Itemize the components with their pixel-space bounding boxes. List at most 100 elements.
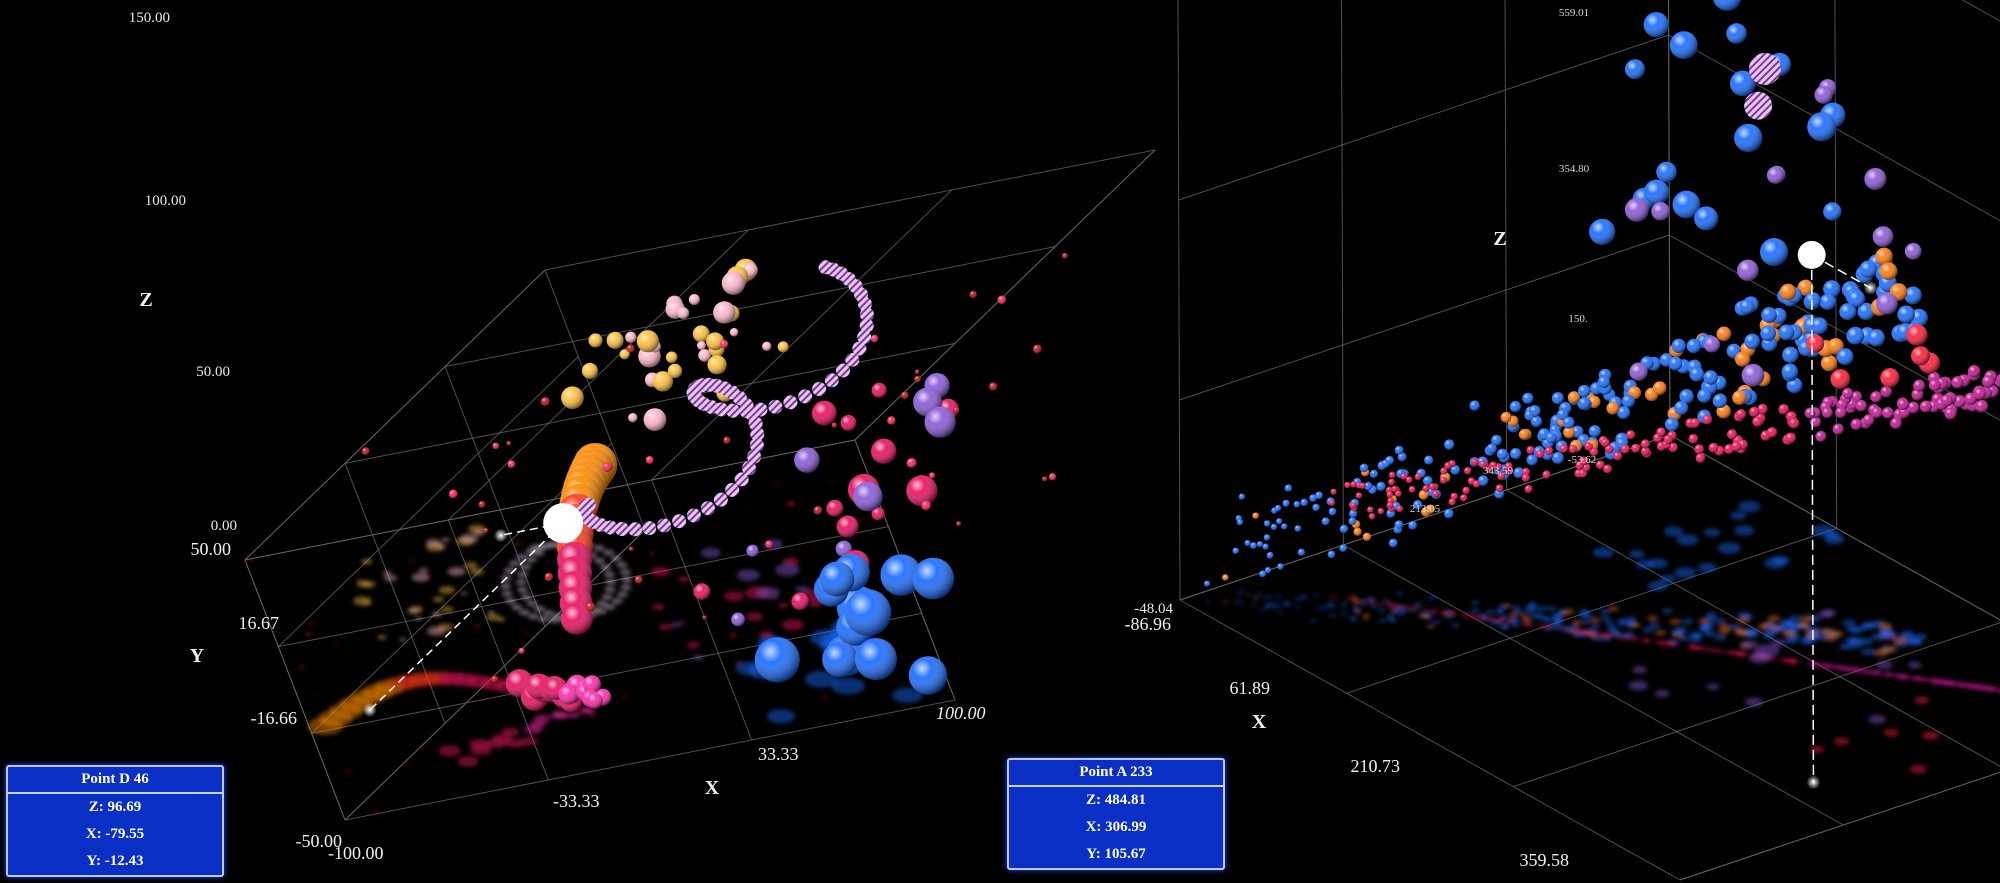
right-point-shadow xyxy=(1813,633,1827,641)
right-point-shadow xyxy=(1787,658,1796,664)
right-data-point xyxy=(1386,491,1394,498)
right-data-point xyxy=(1350,481,1357,488)
right-chart-selected-point[interactable] xyxy=(1797,240,1878,790)
right-point-shadow xyxy=(1581,619,1592,625)
right-data-point xyxy=(1424,455,1434,465)
right-point-shadow xyxy=(1824,534,1845,545)
right-point-shadow xyxy=(1604,633,1612,638)
left-y-axis-title: Y xyxy=(190,645,205,667)
right-data-point xyxy=(1491,434,1502,446)
right-data-point xyxy=(1369,469,1379,479)
left-chart[interactable]: 150.00 100.00 50.00 0.00 Z 50.00 16.67 -… xyxy=(129,10,1156,863)
right-data-point xyxy=(1940,394,1953,407)
right-point-shadow xyxy=(1301,594,1308,598)
left-data-point xyxy=(645,456,654,464)
left-data-point xyxy=(901,391,909,399)
right-point-tooltip: Point A 233 Z: 484.81 X: 306.99 Y: 105.6… xyxy=(1007,758,1225,870)
right-point-shadow xyxy=(1800,637,1814,645)
left-chart-points[interactable] xyxy=(361,252,1068,713)
right-point-shadow xyxy=(1313,593,1320,597)
left-data-point xyxy=(581,362,598,379)
left-data-point xyxy=(698,349,711,362)
right-point-shadow xyxy=(1674,567,1697,579)
right-point-shadow xyxy=(1523,622,1530,626)
left-point-shadow xyxy=(533,550,545,556)
right-data-point xyxy=(1464,467,1472,475)
left-right-back-edge xyxy=(854,149,1156,441)
right-data-point xyxy=(1386,501,1394,509)
left-side-wall-gridline-u3 xyxy=(244,269,546,561)
left-data-point xyxy=(1032,344,1042,354)
left-data-point xyxy=(643,408,667,431)
right-data-point xyxy=(1394,445,1404,455)
right-data-point xyxy=(1545,431,1557,444)
right-data-point xyxy=(1362,532,1371,541)
right-point-shadow xyxy=(1705,611,1718,618)
right-data-point xyxy=(1414,473,1422,481)
right-data-point xyxy=(1857,302,1875,321)
left-data-point xyxy=(677,307,690,319)
left-data-point xyxy=(652,371,674,392)
right-point-shadow xyxy=(1396,591,1404,595)
left-point-shadow xyxy=(547,541,559,548)
right-data-point xyxy=(1238,493,1245,500)
left-chart-selected-point[interactable] xyxy=(362,503,584,718)
left-z-tick-100: 100.00 xyxy=(145,193,186,209)
right-point-shadow xyxy=(1539,616,1550,621)
left-point-shadow xyxy=(372,811,381,816)
right-data-point xyxy=(1694,206,1719,231)
right-point-shadow xyxy=(1298,597,1305,601)
right-point-shadow xyxy=(1628,550,1645,559)
right-data-point xyxy=(1640,439,1650,449)
right-point-shadow xyxy=(1930,678,1941,684)
left-side-wall-gridline-v0 xyxy=(244,559,346,821)
left-point-shadow xyxy=(518,609,530,616)
right-point-shadow xyxy=(1661,608,1673,614)
right-data-point xyxy=(1766,166,1785,184)
right-data-point xyxy=(1823,280,1841,298)
right-point-shadow xyxy=(1329,613,1336,617)
right-point-shadow xyxy=(1354,610,1362,614)
left-data-point xyxy=(693,583,711,600)
left-point-shadow xyxy=(438,586,455,595)
right-data-point xyxy=(1761,307,1777,323)
left-data-point xyxy=(969,290,977,299)
right-data-point xyxy=(1766,427,1778,438)
left-point-shadow xyxy=(535,544,547,550)
left-point-shadow xyxy=(460,591,468,595)
left-point-shadow xyxy=(529,720,546,729)
left-data-point xyxy=(777,341,789,353)
left-data-point xyxy=(707,355,727,375)
right-z-axis-title: Z xyxy=(1493,228,1506,250)
right-point-shadow xyxy=(1560,627,1568,631)
right-point-shadow xyxy=(1222,600,1228,604)
left-data-point xyxy=(953,406,960,414)
right-data-point xyxy=(1418,489,1429,500)
left-point-shadow xyxy=(474,624,482,628)
right-data-point xyxy=(1250,542,1257,549)
right-point-shadow xyxy=(1571,620,1582,625)
left-data-point xyxy=(628,546,634,552)
right-data-point xyxy=(1344,481,1351,489)
right-side-wall-gridline-u0 xyxy=(1668,0,1671,436)
right-side-wall-gridline-u1 xyxy=(1504,0,1508,491)
right-data-point xyxy=(1880,368,1900,388)
left-point-shadow xyxy=(588,714,595,718)
left-y-tick-m50: -50.00 xyxy=(296,831,343,851)
right-data-point xyxy=(1652,381,1667,395)
right-data-point xyxy=(1749,406,1760,417)
right-point-shadow xyxy=(1642,638,1650,643)
right-data-point xyxy=(1842,387,1854,400)
right-point-shadow xyxy=(1478,613,1488,618)
right-chart[interactable]: 559.01 354.80 150. -53.62 Z 343.59 213.0… xyxy=(1125,0,2000,881)
left-point-shadow xyxy=(616,562,628,568)
right-point-shadow xyxy=(1451,623,1460,628)
right-chart-points[interactable] xyxy=(1204,0,2000,587)
left-point-shadow xyxy=(487,610,495,615)
right-point-shadow xyxy=(1733,651,1742,656)
right-point-shadow xyxy=(1704,615,1717,622)
left-data-point xyxy=(634,575,643,584)
left-data-point xyxy=(824,373,839,388)
right-data-point xyxy=(1526,445,1535,454)
